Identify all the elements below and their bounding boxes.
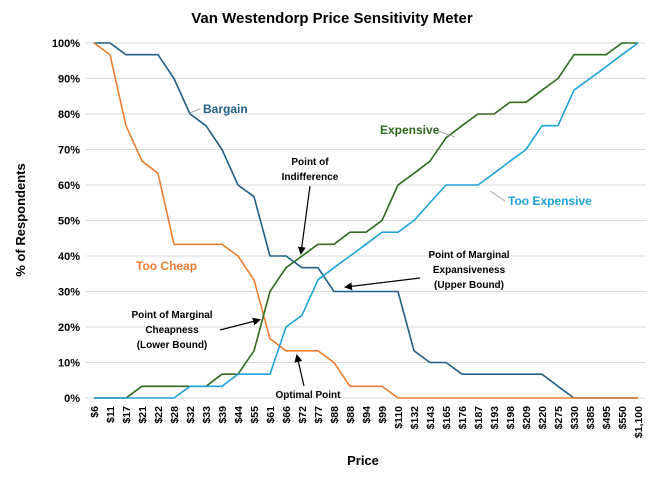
annotation-marginal-cheapness: Point of Marginal Cheapness (Lower Bound… [131, 310, 212, 351]
x-tick-label: $495 [601, 406, 613, 430]
annotation-point-of-indifference: Point of Indifference [282, 157, 339, 183]
x-tick-label: $1,100 [633, 406, 645, 438]
x-tick-label: $72 [297, 406, 309, 424]
svg-text:Point of Marginal: Point of Marginal [428, 250, 509, 261]
y-tick-label: 70% [58, 145, 80, 157]
series-line-expensive [94, 42, 638, 399]
x-tick-label: $330 [569, 406, 581, 430]
svg-text:Point of: Point of [291, 157, 329, 168]
x-tick-label: $39 [217, 406, 229, 424]
svg-text:(Upper Bound): (Upper Bound) [434, 280, 504, 291]
y-tick-label: 0% [64, 393, 80, 405]
y-tick-label: 50% [58, 216, 80, 228]
x-axis-title: Price [347, 453, 379, 468]
arrow-cheapness [219, 317, 261, 331]
x-tick-label: $198 [505, 406, 517, 430]
x-tick-label: $110 [393, 406, 405, 429]
x-tick-label: $61 [265, 406, 277, 424]
y-tick-label: 30% [58, 287, 80, 299]
x-tick-label: $220 [537, 406, 549, 430]
x-tick-label: $550 [617, 406, 629, 430]
annotation-marginal-expansiveness: Point of Marginal Expansiveness (Upper B… [428, 250, 509, 291]
x-axis-ticks: $6 $11 $17 $21 $22 $28 $32 $33 $39 $44 $55 $61 $66 $7… [89, 406, 645, 438]
y-tick-label: 90% [58, 74, 80, 86]
series-label-too-cheap: Too Cheap [136, 259, 197, 273]
svg-text:Point of Marginal: Point of Marginal [131, 310, 212, 321]
svg-text:Expansiveness: Expansiveness [433, 265, 506, 276]
x-tick-label: $99 [377, 406, 389, 424]
svg-text:Optimal Point: Optimal Point [276, 390, 342, 401]
series-lines [93, 42, 639, 399]
x-tick-label: $33 [201, 406, 213, 424]
x-tick-label: $165 [441, 406, 453, 430]
x-tick-label: $88 [329, 406, 341, 424]
gridlines [86, 42, 646, 399]
leader-expensive [437, 130, 456, 138]
y-tick-label: 10% [58, 358, 80, 370]
x-tick-label: $193 [489, 406, 501, 430]
series-label-bargain: Bargain [203, 102, 248, 116]
series-label-too-expensive: Too Expensive [508, 194, 592, 208]
y-tick-label: 100% [52, 38, 80, 50]
x-tick-label: $11 [105, 406, 117, 423]
x-tick-label: $385 [585, 406, 597, 430]
svg-text:Cheapness: Cheapness [145, 325, 199, 336]
y-tick-label: 40% [58, 251, 80, 263]
x-tick-label: $88 [345, 406, 357, 424]
x-tick-label: $21 [137, 406, 149, 424]
leader-bargain [189, 108, 201, 114]
x-tick-label: $28 [169, 406, 181, 424]
series-line-too-expensive [94, 42, 639, 399]
x-tick-label: $187 [473, 406, 485, 430]
arrow-optimal [294, 354, 305, 387]
leader-too-expensive [489, 190, 506, 202]
x-tick-label: $176 [457, 406, 469, 430]
x-tick-label: $17 [121, 406, 133, 424]
x-tick-label: $77 [313, 406, 325, 424]
x-tick-label: $132 [409, 406, 421, 430]
x-tick-label: $32 [185, 406, 197, 424]
x-tick-label: $275 [553, 406, 565, 430]
y-tick-label: 80% [58, 109, 80, 121]
y-axis-title: % of Respondents [13, 163, 28, 276]
x-tick-label: $66 [281, 406, 293, 424]
y-tick-label: 60% [58, 180, 80, 192]
arrow-expansiveness [344, 277, 421, 291]
x-tick-label: $55 [249, 406, 261, 424]
x-tick-label: $22 [153, 406, 165, 424]
chart-title: Van Westendorp Price Sensitivity Meter [191, 10, 473, 27]
x-tick-label: $44 [233, 406, 245, 424]
annotation-optimal-point: Optimal Point [276, 390, 342, 401]
x-tick-label: $6 [89, 406, 101, 418]
svg-text:Indifference: Indifference [282, 172, 339, 183]
x-tick-label: $143 [425, 406, 437, 430]
arrow-indifference [297, 185, 311, 255]
y-tick-label: 20% [58, 322, 80, 334]
svg-text:(Lower Bound): (Lower Bound) [137, 340, 208, 351]
series-label-expensive: Expensive [380, 123, 440, 137]
x-tick-label: $94 [361, 406, 373, 424]
series-line-bargain [94, 42, 638, 399]
y-axis-ticks: 0% 10% 20% 30% 40% 50% 60% 70% 80% 90% 100% [52, 38, 80, 405]
x-tick-label: $209 [521, 406, 533, 430]
series-line-too-cheap [93, 42, 638, 399]
